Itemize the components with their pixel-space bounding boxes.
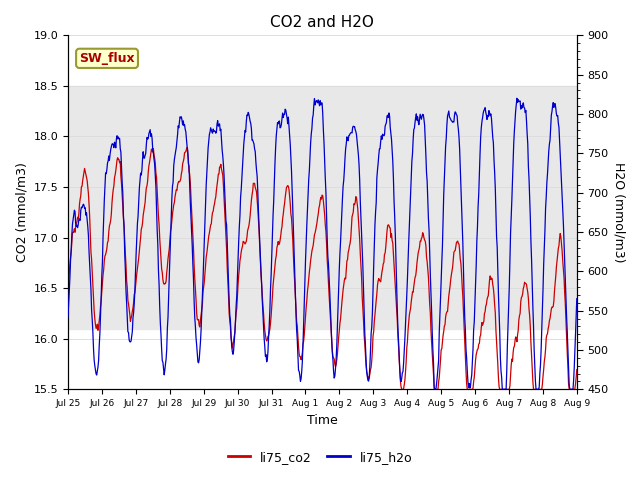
X-axis label: Time: Time: [307, 414, 338, 427]
Legend: li75_co2, li75_h2o: li75_co2, li75_h2o: [223, 446, 417, 469]
Y-axis label: CO2 (mmol/m3): CO2 (mmol/m3): [15, 162, 28, 262]
Bar: [68, 86, 577, 329]
Text: SW_flux: SW_flux: [79, 52, 135, 65]
Y-axis label: H2O (mmol/m3): H2O (mmol/m3): [612, 162, 625, 263]
Title: CO2 and H2O: CO2 and H2O: [271, 15, 374, 30]
